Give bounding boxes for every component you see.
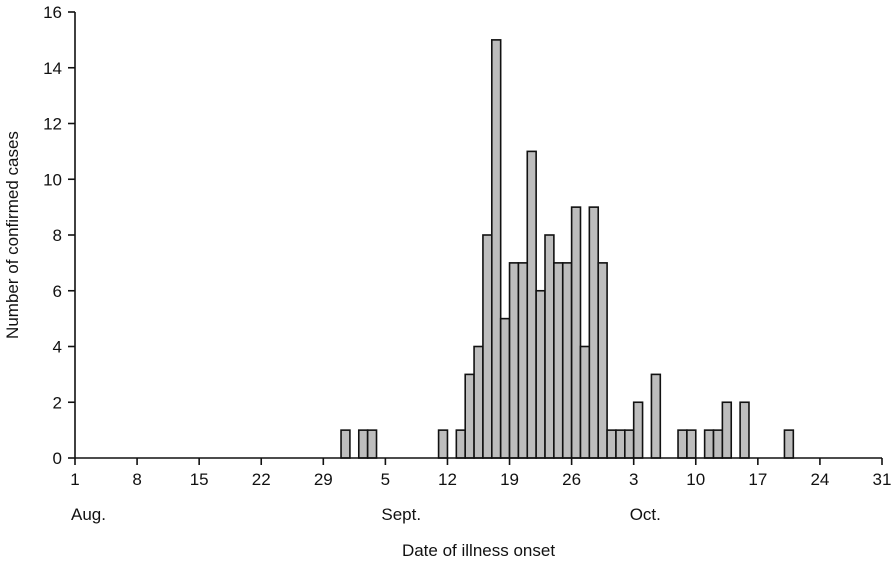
bar xyxy=(721,401,733,459)
y-tick-label: 12 xyxy=(43,115,62,134)
bar xyxy=(464,373,475,459)
month-label: Sept. xyxy=(381,505,421,524)
bar xyxy=(553,262,564,459)
x-tick-label: 26 xyxy=(562,470,581,489)
bar xyxy=(712,429,724,459)
bar xyxy=(624,429,635,459)
x-tick-label: 10 xyxy=(686,470,705,489)
bar xyxy=(588,206,600,459)
y-ticks-group: 0 2 4 6 8 10 12 14 16 xyxy=(43,3,75,468)
x-tick-label: 24 xyxy=(810,470,829,489)
y-tick-label: 6 xyxy=(53,282,62,301)
bar xyxy=(508,262,520,459)
x-tick-label: 1 xyxy=(70,470,79,489)
bar xyxy=(437,429,449,459)
bar xyxy=(357,429,369,459)
y-tick-label: 2 xyxy=(53,393,62,412)
x-tick-label: 19 xyxy=(500,470,519,489)
x-tick-label: 31 xyxy=(873,470,892,489)
y-tick-label: 16 xyxy=(43,3,62,22)
x-tick-label: 15 xyxy=(190,470,209,489)
bar xyxy=(632,401,644,459)
x-tick-label: 8 xyxy=(132,470,141,489)
month-labels-group: Aug. Sept. Oct. xyxy=(71,505,661,524)
bar xyxy=(482,234,493,459)
bar xyxy=(473,345,484,459)
bar xyxy=(535,289,546,459)
y-tick-label: 14 xyxy=(43,59,62,78)
bar xyxy=(526,150,537,459)
bar xyxy=(366,429,378,459)
bar xyxy=(570,206,582,459)
bar xyxy=(606,429,617,459)
x-ticks-group: 1 8 15 22 29 5 12 19 26 3 10 17 24 31 xyxy=(70,458,891,489)
y-tick-label: 4 xyxy=(53,338,62,357)
bar xyxy=(615,429,626,459)
y-axis-title: Number of confirmed cases xyxy=(3,131,22,339)
bar xyxy=(499,317,511,459)
bar xyxy=(490,39,502,459)
bar xyxy=(783,429,795,459)
bar xyxy=(517,262,529,459)
x-tick-label: 17 xyxy=(748,470,767,489)
y-tick-label: 0 xyxy=(53,449,62,468)
x-tick-label: 22 xyxy=(252,470,271,489)
x-tick-label: 29 xyxy=(314,470,333,489)
bar xyxy=(703,429,715,459)
y-tick-label: 10 xyxy=(43,170,62,189)
bar xyxy=(561,262,573,459)
month-label: Oct. xyxy=(630,505,661,524)
x-axis-title: Date of illness onset xyxy=(402,541,555,560)
bar xyxy=(455,429,466,459)
month-label: Aug. xyxy=(71,505,106,524)
bar xyxy=(340,429,351,459)
bar xyxy=(544,234,555,459)
bar xyxy=(677,429,688,459)
bars-group xyxy=(340,39,795,459)
bar xyxy=(597,262,608,459)
bar xyxy=(579,345,591,459)
x-tick-label: 12 xyxy=(438,470,457,489)
y-tick-label: 8 xyxy=(53,226,62,245)
x-tick-label: 3 xyxy=(629,470,638,489)
x-tick-label: 5 xyxy=(381,470,390,489)
bar xyxy=(650,373,662,459)
bar xyxy=(739,401,750,459)
bar xyxy=(686,429,697,459)
